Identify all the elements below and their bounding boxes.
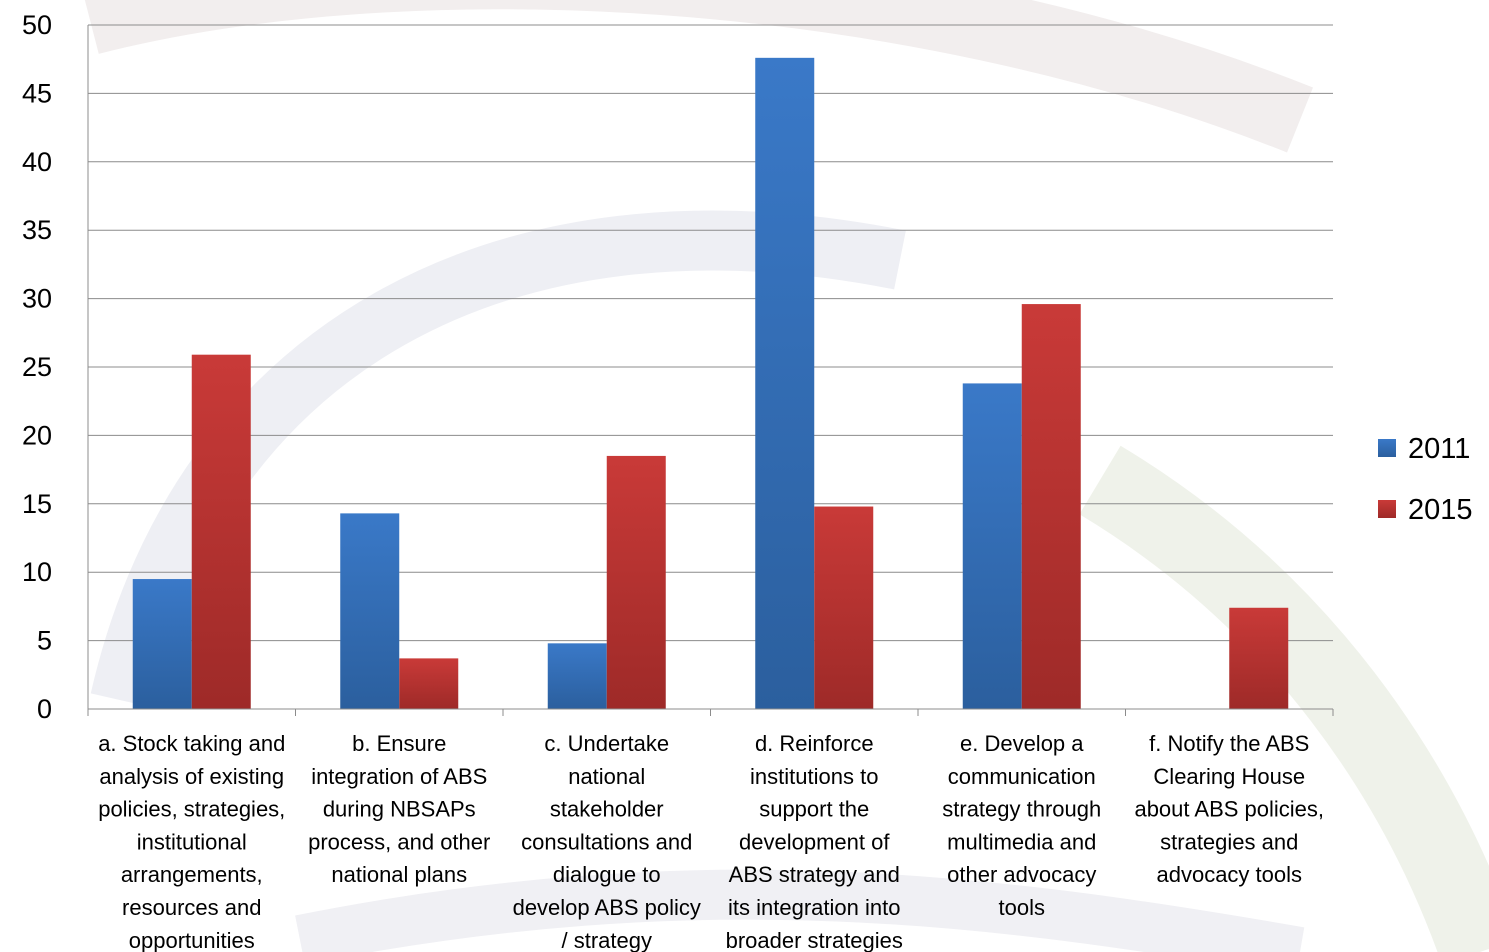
category-label: b. Ensure integration of ABS during NBSAPs… <box>308 731 490 887</box>
y-tick-label: 25 <box>22 352 52 382</box>
y-tick-label: 15 <box>22 489 52 519</box>
bar-2011-4 <box>755 57 815 709</box>
category-label: d. Reinforce institutions to support the de… <box>726 731 903 952</box>
gridlines <box>88 24 1333 642</box>
category-label: a. Stock taking and analysis of existing p… <box>98 731 285 952</box>
bar-2011-2 <box>340 513 400 709</box>
category-label: c. Undertake national stakeholder consultat… <box>513 731 701 952</box>
axes <box>87 25 1334 716</box>
y-tick-label: 30 <box>22 284 52 314</box>
legend-label-2011: 2011 <box>1408 433 1470 465</box>
bar-2015-5 <box>1021 304 1081 709</box>
y-tick-label: 20 <box>22 420 52 450</box>
bar-2011-3 <box>547 643 607 709</box>
legend-swatch-2015 <box>1378 500 1396 518</box>
y-tick-label: 0 <box>37 694 52 724</box>
legend-swatch-2011 <box>1378 439 1396 457</box>
y-tick-label: 10 <box>22 557 52 587</box>
y-tick-label: 40 <box>22 147 52 177</box>
legend: 2011 2015 <box>1378 433 1473 526</box>
y-tick-label: 35 <box>22 215 52 245</box>
bar-2015-3 <box>606 455 666 709</box>
y-tick-label: 5 <box>37 626 52 656</box>
bar-2015-6 <box>1229 607 1289 709</box>
bars <box>132 57 1289 709</box>
bar-2015-2 <box>399 658 459 709</box>
y-tick-label: 50 <box>22 10 52 40</box>
category-label: f. Notify the ABS Clearing House about ABS… <box>1134 731 1324 887</box>
bar-2015-4 <box>814 506 874 709</box>
bar-2011-1 <box>132 579 192 709</box>
y-tick-label: 45 <box>22 78 52 108</box>
legend-label-2015: 2015 <box>1408 494 1473 526</box>
category-labels: a. Stock taking and analysis of existing p… <box>98 731 1324 952</box>
bar-2015-1 <box>191 354 251 709</box>
bar-2011-5 <box>962 383 1022 709</box>
y-tick-labels: 0 5 10 15 20 25 30 35 40 45 50 <box>22 10 52 724</box>
category-label: e. Develop a communication strategy throug… <box>942 731 1101 920</box>
